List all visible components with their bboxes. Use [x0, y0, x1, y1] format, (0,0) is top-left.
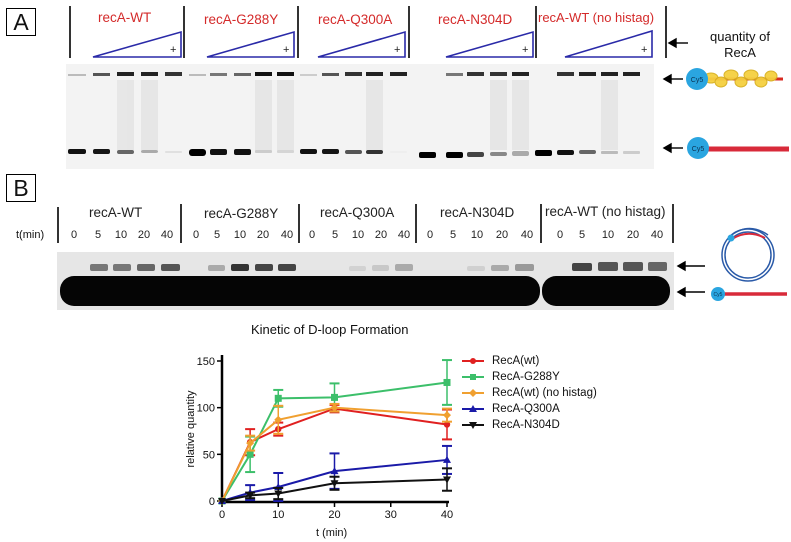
panel-a-schematic: Cy5 Cy5 [662, 68, 789, 159]
svg-text:+: + [522, 44, 528, 56]
panel-b-schematic: Cy5 [676, 227, 787, 301]
time-axis-label: t(min) [16, 229, 45, 241]
group-label-recA-wt-no-histag: recA-WT (no histag) [545, 204, 666, 219]
separator [57, 207, 59, 243]
group-label-recA-n304d: recA-N304D [440, 205, 515, 220]
legend-diamond-marker-icon [462, 388, 484, 397]
quantity-gradient-triangles: + + + + + [92, 29, 688, 58]
panel-a-letter: A [6, 8, 36, 36]
panel-b-letter: B [6, 174, 36, 202]
separator [408, 6, 410, 58]
svg-text:10: 10 [272, 509, 284, 521]
svg-text:+: + [283, 44, 289, 56]
separator [298, 204, 300, 243]
group-label-recA-q300a: recA-Q300A [320, 205, 395, 220]
legend-item: RecA-N304D [462, 419, 560, 431]
separator [535, 6, 537, 58]
gel-a-bands [68, 72, 640, 158]
separator [672, 204, 674, 243]
svg-text:50: 50 [203, 449, 215, 461]
svg-text:150: 150 [197, 356, 215, 368]
separator [540, 204, 542, 243]
separator [415, 204, 417, 243]
svg-text:20: 20 [328, 509, 340, 521]
svg-text:0: 0 [209, 496, 215, 508]
separator [297, 6, 299, 58]
gel-b-bands [60, 262, 670, 306]
legend-item: RecA-G288Y [462, 371, 560, 383]
svg-text:0: 0 [219, 509, 225, 521]
separator [183, 6, 185, 58]
arrow-left-icon [662, 73, 683, 154]
separator [69, 6, 71, 58]
legend-item: RecA-Q300A [462, 403, 560, 415]
quantity-of-reca-label: quantity of RecA [710, 29, 770, 60]
group-label-recA-g288y: recA-G288Y [204, 12, 279, 27]
legend-item: RecA(wt) [462, 355, 539, 367]
svg-text:+: + [641, 44, 647, 56]
separator [665, 6, 667, 58]
legend-square-marker-icon [462, 373, 484, 380]
legend-circle-marker-icon [462, 357, 484, 364]
group-label-recA-wt: recA-WT [98, 10, 152, 25]
legend-triangle-up-marker-icon [462, 404, 484, 412]
x-axis-label: t (min) [316, 527, 348, 539]
chart-title: Kinetic of D-loop Formation [251, 322, 409, 337]
group-label-recA-n304d: recA-N304D [438, 12, 513, 27]
arrow-left-icon [676, 260, 705, 298]
legend-item: RecA(wt) (no histag) [462, 387, 597, 399]
group-label-recA-wt: recA-WT [89, 205, 143, 220]
svg-text:+: + [170, 44, 176, 56]
group-label-recA-q300a: recA-Q300A [318, 12, 393, 27]
group-label-recA-wt-no-histag: recA-WT (no histag) [538, 10, 655, 25]
svg-text:Cy5: Cy5 [714, 292, 723, 298]
separator [180, 204, 182, 243]
svg-text:30: 30 [385, 509, 397, 521]
svg-text:Cy5: Cy5 [691, 77, 704, 84]
svg-text:40: 40 [441, 509, 453, 521]
svg-text:+: + [394, 44, 400, 56]
svg-text:100: 100 [197, 403, 215, 415]
svg-text:Cy5: Cy5 [692, 146, 705, 153]
legend-triangle-down-marker-icon [462, 421, 484, 429]
group-label-recA-g288y: recA-G288Y [204, 206, 279, 221]
